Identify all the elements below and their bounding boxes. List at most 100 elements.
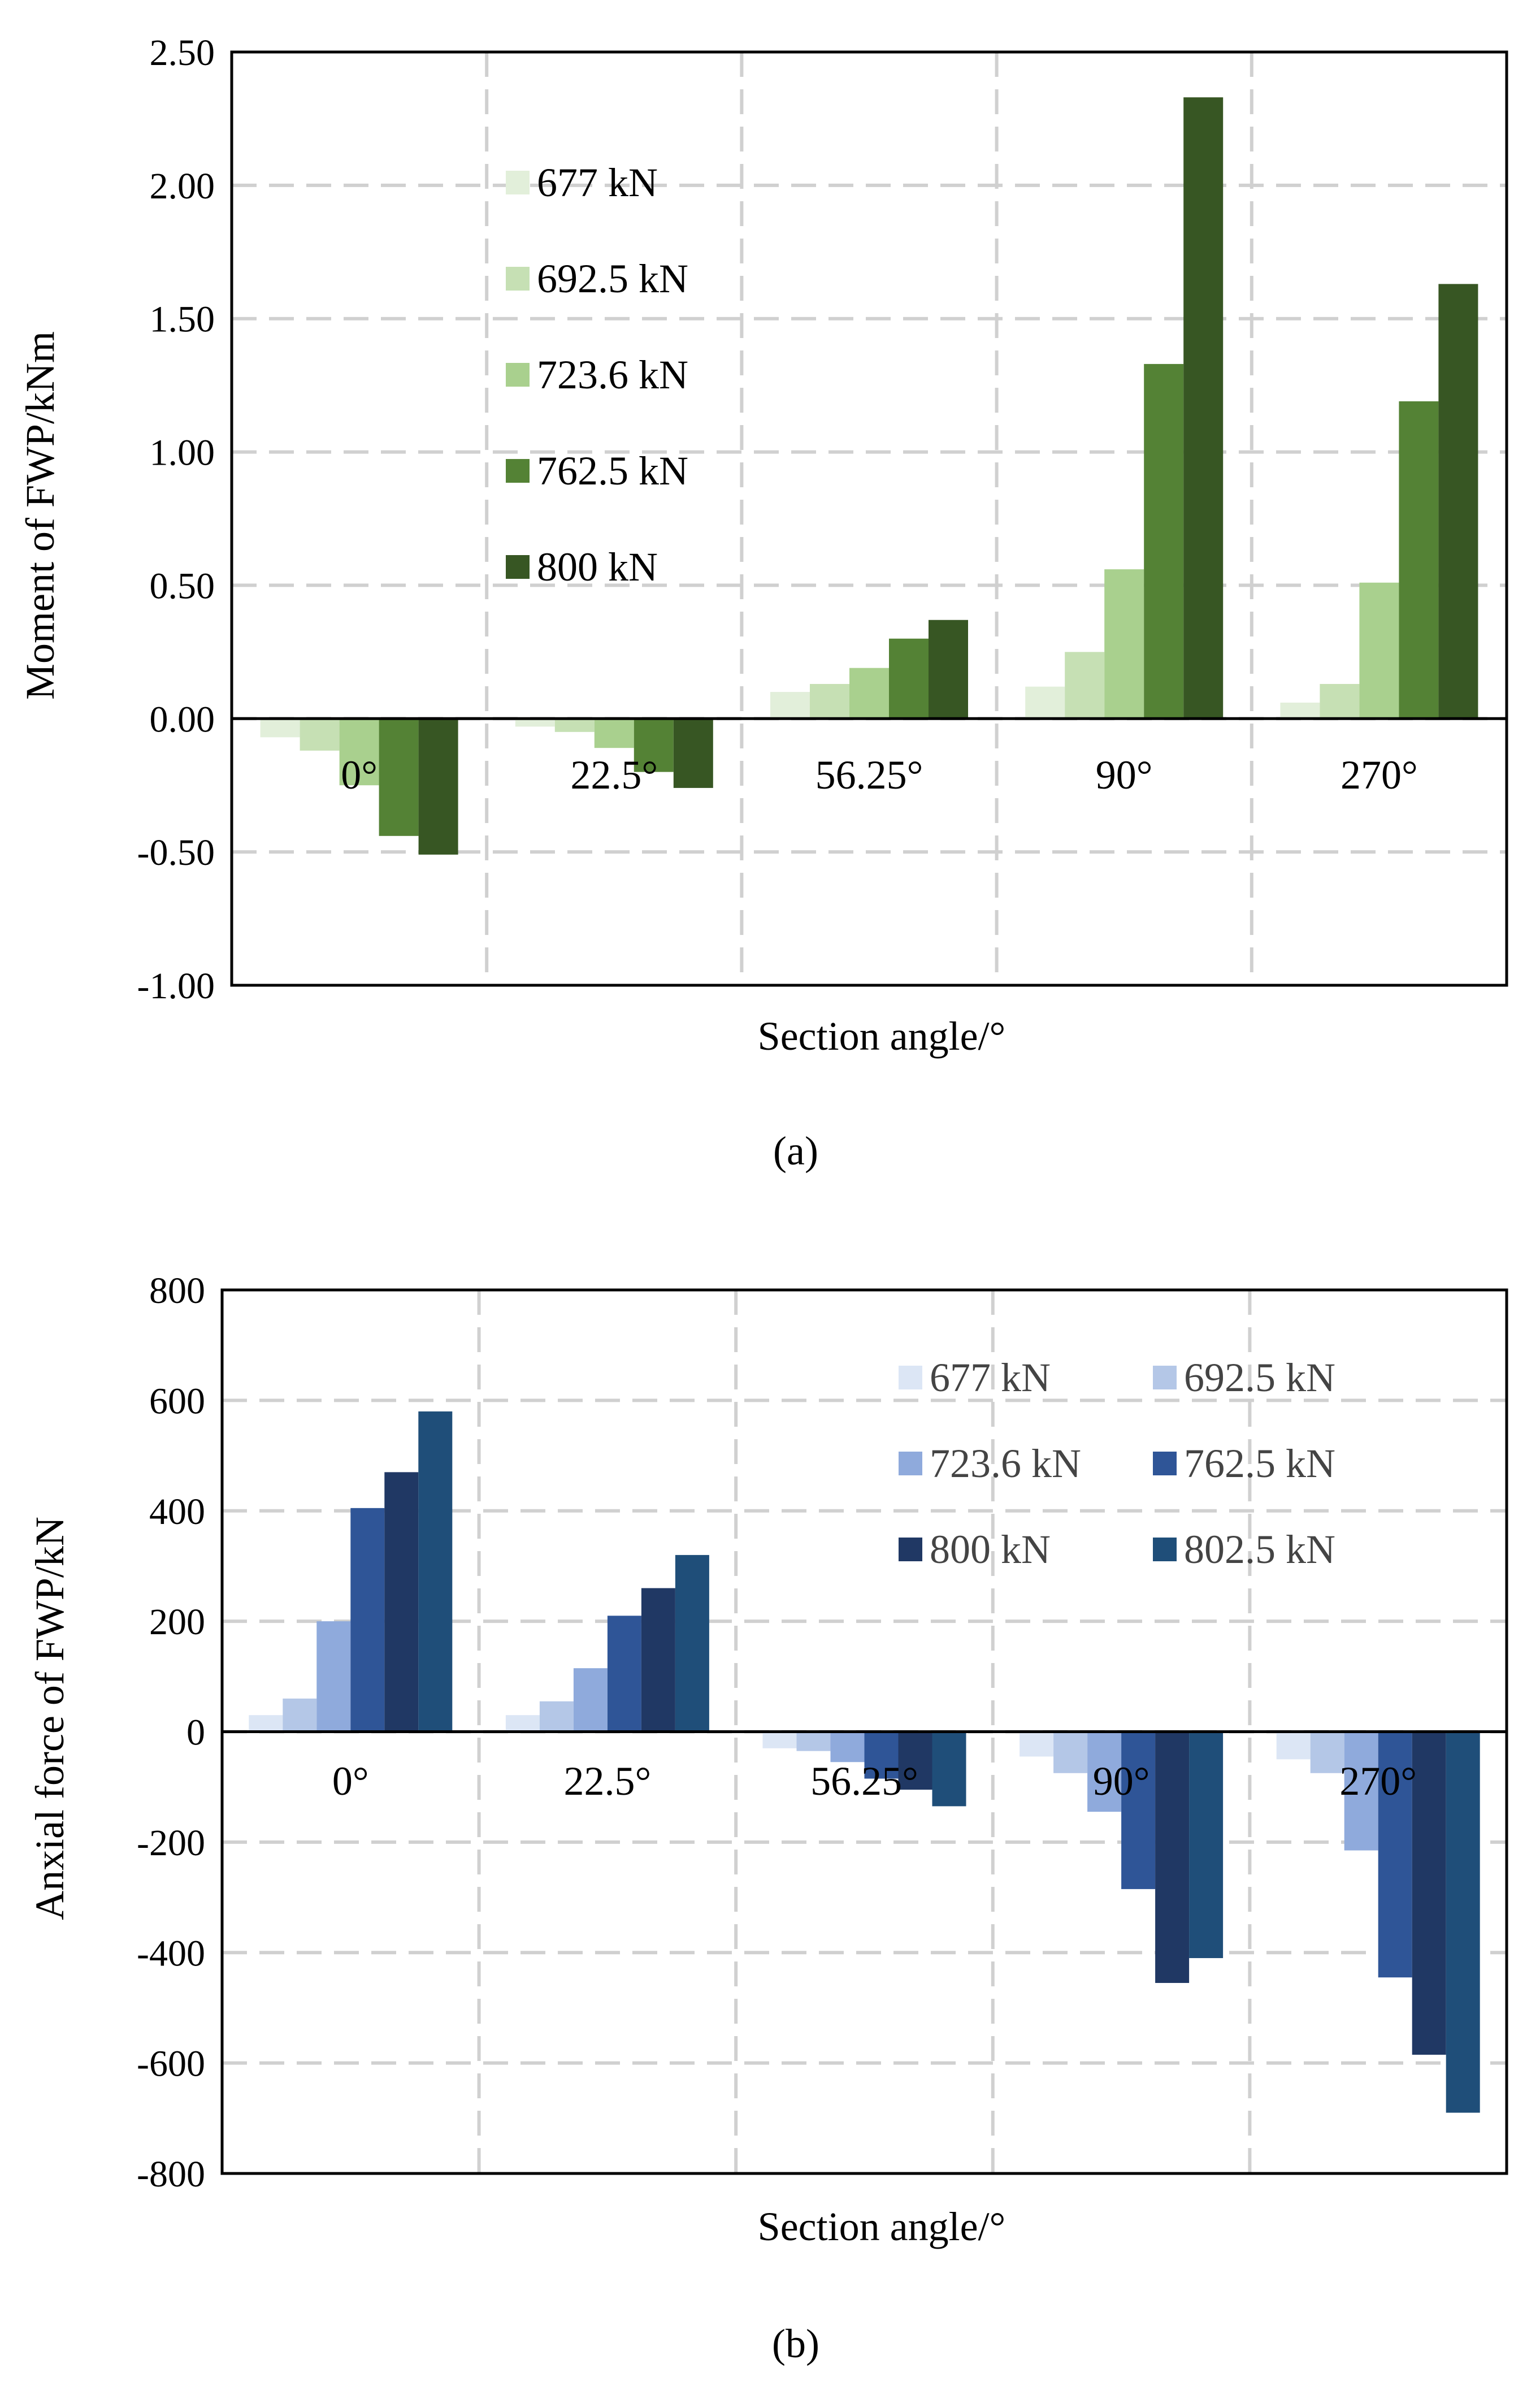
y-tick-label: 0 (186, 1712, 205, 1753)
category-labels: 0° 22.5° 56.25° 90° 270° (332, 1759, 1417, 1804)
x-axis-title: Section angle/° (758, 1014, 1006, 1059)
category-label: 56.25° (810, 1759, 918, 1804)
bar-b-s5-c3 (1189, 1731, 1224, 1959)
y-tick-label: -400 (137, 1933, 205, 1974)
category-label: 270° (1339, 1759, 1417, 1804)
bar-b-s0-c2 (762, 1731, 797, 1748)
y-tick-label: 600 (149, 1380, 205, 1422)
bar-a-s2-c0 (339, 718, 379, 786)
bar-b-s4-c1 (641, 1588, 675, 1732)
bar-b-s4-c3 (1155, 1731, 1190, 1983)
legend-label: 762.5 kN (537, 448, 688, 493)
bar-a-s2-c2 (849, 668, 889, 719)
y-tick-label: 800 (149, 1270, 205, 1311)
panel-label: (a) (773, 1128, 818, 1173)
legend-label: 762.5 kN (1184, 1441, 1335, 1486)
bar-a-s1-c2 (810, 683, 849, 719)
bar-a-s3-c0 (379, 718, 419, 836)
legend-swatch (506, 459, 530, 483)
category-label: 22.5° (564, 1759, 652, 1804)
legend-label: 800 kN (537, 544, 658, 590)
category-label: 90° (1096, 752, 1153, 798)
bar-a-s4-c2 (929, 620, 968, 719)
bar-b-s0-c3 (1020, 1731, 1054, 1757)
chart-panel-a: 2.50 2.00 1.50 1.00 0.50 0.00 -0.50 -1.00 0° 22.… (18, 32, 1508, 1173)
bar-b-s5-c1 (675, 1554, 709, 1732)
bar-b-s1-c1 (539, 1701, 574, 1732)
y-tick-label: 0.50 (150, 565, 215, 607)
legend-swatch (899, 1538, 922, 1561)
bar-a-s3-c2 (889, 638, 929, 719)
bar-a-s4-c4 (1438, 284, 1478, 719)
bar-b-s5-c4 (1446, 1731, 1480, 2113)
bar-a-s4-c1 (673, 718, 713, 788)
y-tick-label: 1.50 (150, 299, 215, 340)
bar-a-s1-c4 (1320, 683, 1360, 719)
category-label: 22.5° (570, 752, 658, 798)
bar-b-s1-c2 (796, 1731, 831, 1751)
bar-a-s0-c0 (260, 718, 300, 738)
y-tick-label: 2.00 (150, 166, 215, 207)
legend-swatch (899, 1452, 922, 1475)
bar-a-s4-c0 (418, 718, 458, 855)
bar-b-s0-c4 (1276, 1731, 1311, 1760)
bar-b-s3-c2 (864, 1731, 899, 1779)
plot-frame (220, 1288, 1508, 2175)
plot-frame (230, 50, 1508, 987)
legend-swatch (899, 1366, 922, 1389)
y-axis-ticks: 800 600 400 200 0 -200 -400 -600 -800 (137, 1270, 205, 2195)
category-label: 270° (1341, 752, 1418, 798)
y-tick-label: -600 (137, 2043, 205, 2085)
bar-a-s0-c4 (1280, 702, 1320, 719)
bar-a-s0-c3 (1025, 686, 1065, 719)
legend-swatch (506, 267, 530, 291)
legend-label: 692.5 kN (1184, 1355, 1335, 1400)
y-axis-ticks: 2.50 2.00 1.50 1.00 0.50 0.00 -0.50 -1.00 (137, 32, 215, 1007)
bar-b-s3-c1 (607, 1616, 641, 1732)
y-tick-label: 200 (149, 1601, 205, 1643)
category-label: 0° (341, 752, 378, 798)
bar-a-s3-c4 (1399, 401, 1439, 719)
legend-label: 692.5 kN (537, 256, 688, 301)
bar-b-s2-c1 (573, 1668, 608, 1732)
panel-label: (b) (772, 2321, 819, 2366)
category-labels: 0° 22.5° 56.25° 90° 270° (341, 752, 1418, 798)
bar-a-s4-c3 (1183, 97, 1224, 719)
y-tick-label: -1.00 (137, 965, 215, 1007)
bar-a-s3-c1 (634, 718, 674, 772)
bar-b-s2-c2 (830, 1731, 865, 1763)
bar-a-s3-c3 (1144, 363, 1184, 719)
legend-swatch (1153, 1538, 1177, 1561)
bars (249, 1411, 1480, 2113)
bar-b-s3-c4 (1378, 1731, 1412, 1978)
y-tick-label: -0.50 (137, 832, 215, 873)
legend-label: 677 kN (930, 1355, 1051, 1400)
legend-label: 723.6 kN (537, 352, 688, 397)
x-axis-title: Section angle/° (758, 2204, 1006, 2249)
bar-b-s4-c0 (384, 1472, 419, 1732)
bar-a-s1-c1 (554, 718, 595, 732)
bar-a-s2-c1 (594, 718, 634, 748)
bar-a-s0-c1 (515, 718, 555, 727)
bar-b-s5-c2 (932, 1731, 966, 1807)
bar-b-s1-c4 (1310, 1731, 1344, 1773)
bar-b-s3-c3 (1121, 1731, 1156, 1889)
bar-a-s2-c4 (1359, 582, 1399, 719)
bar-b-s1-c0 (283, 1698, 317, 1732)
bar-b-s5-c0 (418, 1411, 453, 1732)
bar-a-s0-c2 (770, 692, 810, 719)
bar-b-s2-c0 (316, 1621, 351, 1732)
bar-b-s0-c0 (249, 1715, 283, 1732)
category-label: 0° (332, 1759, 369, 1804)
legend-label: 802.5 kN (1184, 1527, 1335, 1572)
bar-b-s2-c4 (1344, 1731, 1378, 1851)
legend-swatch (1153, 1366, 1177, 1389)
bars (260, 97, 1478, 855)
legend-label: 723.6 kN (930, 1441, 1081, 1486)
legend-swatch (1153, 1452, 1177, 1475)
legend: 677 kN 692.5 kN 723.6 kN 762.5 kN 800 kN (506, 160, 688, 590)
bar-b-s2-c3 (1087, 1731, 1122, 1812)
bar-a-s1-c3 (1065, 652, 1105, 719)
legend-label: 677 kN (537, 160, 658, 205)
